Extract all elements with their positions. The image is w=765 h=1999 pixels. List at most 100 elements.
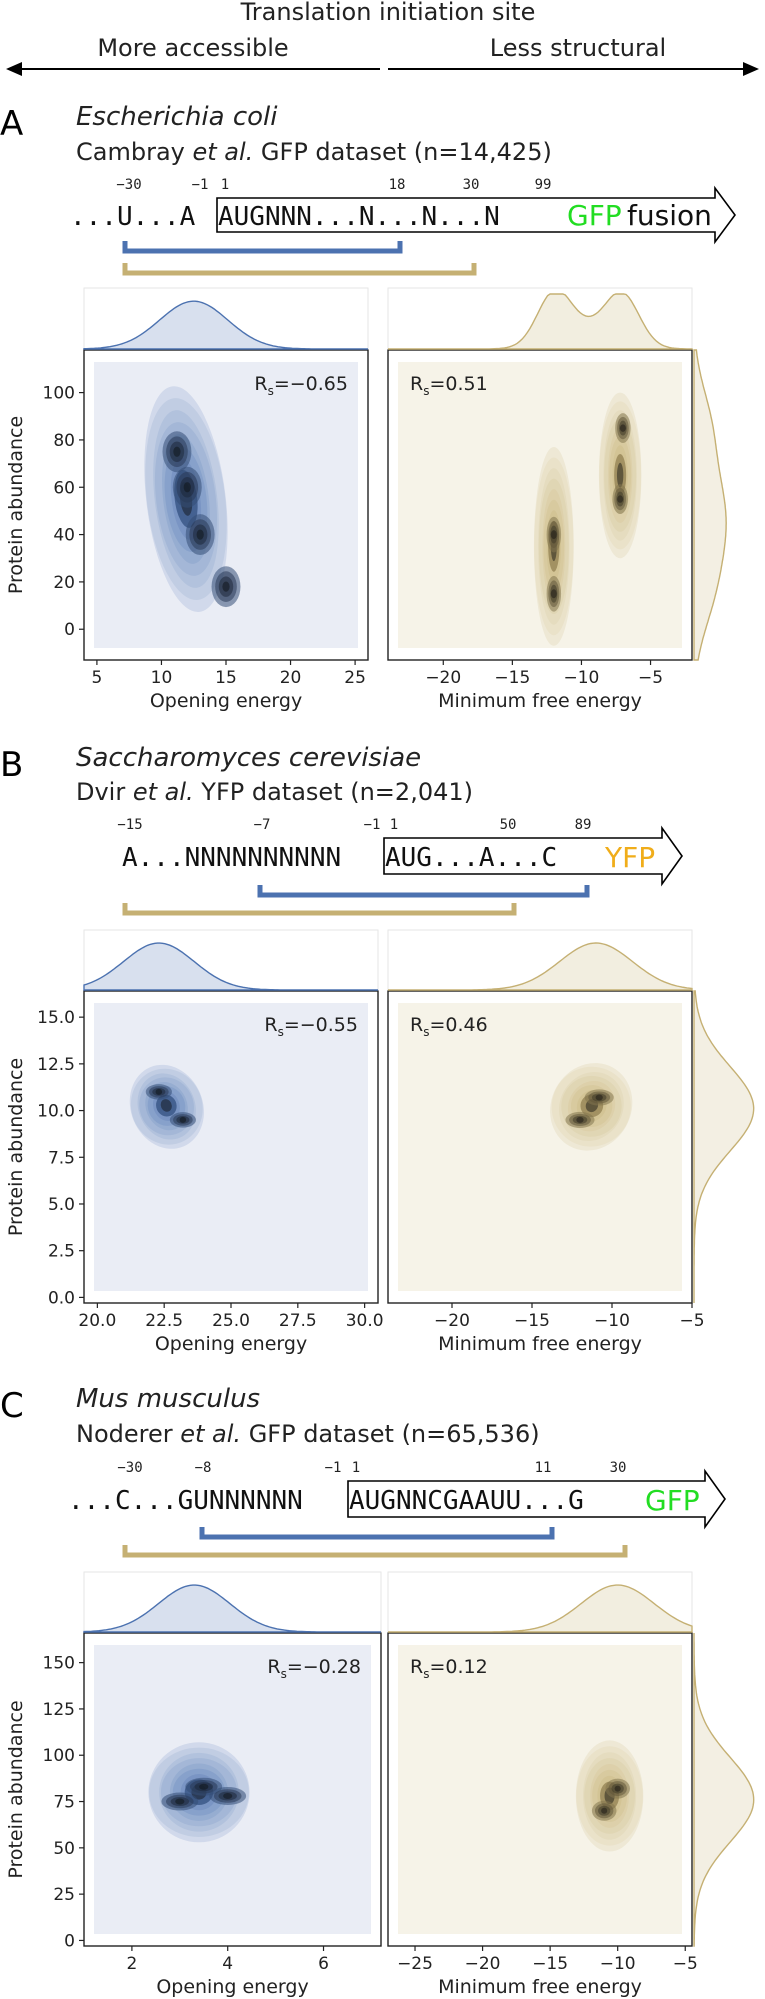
- density-core-0-3: [614, 1785, 621, 1792]
- chart-a-blue: 5 10 15 20 25 0 20 40 60 80 100 Opening energy Prote…: [5, 287, 369, 712]
- density-core-1-3: [576, 1116, 584, 1123]
- dataset-label-a: Cambray et al. GFP dataset (n=14,425): [76, 138, 552, 166]
- plot-frame: [83, 1632, 382, 1947]
- y-tick-label: 100: [43, 384, 75, 404]
- marginal-x-density: [83, 300, 368, 350]
- density-core-0-3: [595, 1094, 603, 1101]
- y-tick-label: 15.0: [37, 1008, 75, 1028]
- density-core-1-3: [550, 530, 557, 540]
- correlation-label: Rs=0.46: [410, 1014, 488, 1039]
- x-tick-label: 20.0: [78, 1311, 116, 1331]
- plot-background: [398, 1003, 682, 1291]
- seq-pos-a-5: 99: [535, 177, 552, 193]
- y-axis-label: Protein abundance: [5, 416, 27, 594]
- x-axis-label: Minimum free energy: [438, 690, 642, 712]
- header-right-arrowhead: [743, 62, 759, 76]
- seq-before-c: ...C...GUNNNNNN: [68, 1486, 303, 1516]
- seq-pos-b-1: −7: [254, 817, 271, 833]
- seq-pos-b-2: −1: [364, 817, 381, 833]
- y-tick-label: 2.5: [48, 1242, 75, 1262]
- y-tick-label: 25: [53, 1885, 75, 1905]
- x-tick-label: 22.5: [145, 1311, 183, 1331]
- seq-tag-a: GFP: [567, 199, 622, 232]
- x-tick-label: −10: [600, 1954, 636, 1974]
- x-tick-label: 20: [280, 668, 302, 688]
- seq-pos-a-3: 18: [389, 177, 406, 193]
- x-tick-label: −15: [514, 1311, 550, 1331]
- bracket-blue-c: [199, 1527, 555, 1540]
- x-tick-label: −5: [679, 1311, 704, 1331]
- seq-boxed-b: AUG...A...C: [385, 843, 557, 873]
- seq-pos-b-4: 50: [500, 817, 517, 833]
- seq-tag-b: YFP: [604, 841, 655, 874]
- x-tick-label: 6: [318, 1954, 329, 1974]
- y-tick-label: 0: [64, 1931, 75, 1951]
- x-tick-label: −20: [465, 1954, 501, 1974]
- marginal-y-density: [693, 349, 727, 661]
- seq-boxed-c: AUGNNCGAAUU...G: [349, 1486, 584, 1516]
- x-tick-label: −10: [594, 1311, 630, 1331]
- marginal-x-density: [83, 942, 378, 991]
- density-core-3-3: [222, 581, 230, 592]
- panel-letter-b: B: [0, 745, 23, 785]
- x-tick-label: 5: [91, 668, 102, 688]
- plot-frame: [387, 349, 693, 661]
- marginal-x-density: [388, 942, 693, 991]
- y-tick-label: 40: [53, 526, 75, 546]
- density-core-0-3: [550, 589, 557, 599]
- density-level-8: [160, 1099, 172, 1112]
- header-right-label: Less structural: [490, 34, 666, 62]
- y-tick-label: 100: [43, 1746, 75, 1766]
- x-tick-label: −20: [425, 668, 461, 688]
- x-tick-label: −25: [397, 1954, 433, 1974]
- density-core-1-3: [183, 482, 191, 493]
- seq-pos-c-0: −30: [117, 1460, 142, 1476]
- chart-c-blue: 2 4 6 0 25 50 75 100 125 150 Opening energy Protein…: [5, 1571, 382, 1998]
- x-tick-label: 25: [344, 668, 366, 688]
- chart-b-tan: −20 −15 −10 −5 Minimum free energy Rs=0.46: [387, 929, 755, 1355]
- y-tick-label: 20: [53, 573, 75, 593]
- gene-arrow-c: [347, 1468, 726, 1530]
- x-tick-label: 4: [222, 1954, 233, 1974]
- marginal-x-density: [388, 293, 693, 350]
- y-tick-label: 60: [53, 478, 75, 498]
- plot-frame: [387, 1632, 693, 1947]
- y-axis-label: Protein abundance: [5, 1058, 27, 1236]
- panel-b: B Saccharomyces cerevisiae Dvir et al. Y…: [0, 743, 683, 916]
- seq-pos-a-2: 1: [221, 177, 229, 193]
- x-axis-label: Opening energy: [150, 690, 302, 712]
- density-core-0-3: [619, 424, 626, 432]
- density-core-1-3: [617, 495, 624, 503]
- marginal-y-density: [693, 990, 755, 1303]
- marginal-y-density: [693, 1633, 755, 1947]
- panel-letter-a: A: [0, 104, 23, 144]
- x-tick-label: 25.0: [212, 1311, 250, 1331]
- bracket-tan-b: [122, 903, 517, 916]
- marginal-x-density: [83, 1584, 381, 1633]
- seq-before-b: A...NNNNNNNNNN: [122, 843, 341, 873]
- density-core-1-3: [175, 1798, 185, 1805]
- gene-arrow-b: [383, 825, 683, 887]
- density-core-0-3: [199, 1783, 209, 1790]
- x-tick-label: 10: [151, 668, 173, 688]
- x-axis-label: Opening energy: [156, 1976, 308, 1998]
- panel-letter-c: C: [0, 1386, 24, 1426]
- seq-before-a: ...U...A: [70, 202, 196, 232]
- correlation-label: Rs=−0.55: [264, 1014, 358, 1039]
- x-tick-label: 30.0: [346, 1311, 384, 1331]
- seq-tag-c: GFP: [645, 1484, 700, 1517]
- x-tick-label: −15: [494, 668, 530, 688]
- density-level-8: [616, 462, 624, 488]
- y-tick-label: 80: [53, 431, 75, 451]
- species-name-b: Saccharomyces cerevisiae: [76, 743, 421, 773]
- correlation-label: Rs=0.12: [410, 1656, 488, 1681]
- sequence-a: −30 −1 1 18 30 99 ...U...A AUGNNN...N...…: [70, 177, 736, 245]
- y-tick-label: 125: [43, 1700, 75, 1720]
- plot-frame: [387, 990, 693, 1304]
- x-axis-label: Opening energy: [155, 1333, 307, 1355]
- chart-b-blue: 20.0 22.5 25.0 27.5 30.0 0.0 2.5 5.0 7.5 10.0 12.5…: [5, 929, 384, 1355]
- x-tick-label: −10: [564, 668, 600, 688]
